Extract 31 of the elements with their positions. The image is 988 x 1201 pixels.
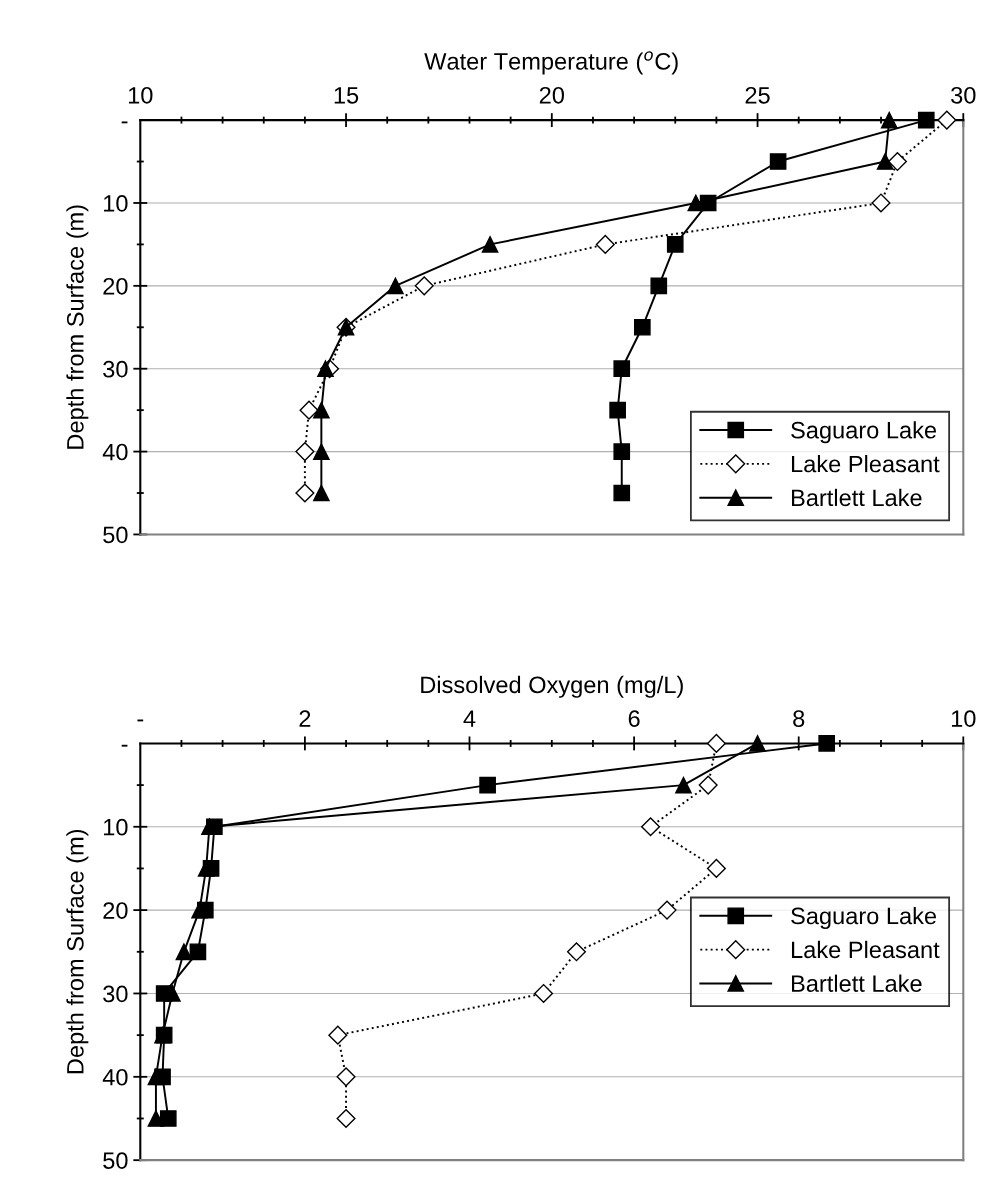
y-tick-label: - <box>121 744 128 747</box>
x-tick-label: 30 <box>951 86 976 104</box>
x-tick-label: 2 <box>299 710 311 727</box>
y-tick-label: 40 <box>102 1068 128 1086</box>
legend-label: Bartlett Lake <box>791 488 922 507</box>
x-tick-label: 20 <box>539 86 565 104</box>
y-tick-label: 50 <box>103 526 128 544</box>
legend-label: Saguaro Lake <box>791 421 937 444</box>
y-tick-label: 20 <box>103 902 128 919</box>
legend-label: Bartlett Lake <box>791 974 922 992</box>
y-axis-title: Depth from Surface (m) <box>66 829 89 1074</box>
y-tick-label: 10 <box>104 818 128 836</box>
y-tick-label: 40 <box>102 443 128 461</box>
y-tick-label: 30 <box>103 360 128 378</box>
y-tick-label: 30 <box>103 985 128 1003</box>
x-tick-label: 6 <box>628 710 640 727</box>
x-axis-title: Water Temperature ($^{o}$C) <box>424 51 678 75</box>
y-tick-label: 20 <box>103 277 128 295</box>
y-tick-label: 10 <box>104 195 128 212</box>
y-tick-label: - <box>121 121 128 124</box>
y-axis-title: Depth from Surface (m) <box>66 205 89 449</box>
x-tick-label: 25 <box>745 86 770 104</box>
x-tick-label: 4 <box>463 710 476 727</box>
x-tick-label: 15 <box>334 87 359 104</box>
legend-label: Lake Pleasant <box>791 940 940 959</box>
legend-label: Lake Pleasant <box>791 455 940 473</box>
x-axis-title: Dissolved Oxygen (mg/L) <box>421 675 683 698</box>
x-tick-label: 8 <box>793 710 805 727</box>
y-tick-label: 50 <box>103 1152 128 1169</box>
legend-label: Saguaro Lake <box>791 906 937 929</box>
x-tick-label: 10 <box>951 710 976 727</box>
